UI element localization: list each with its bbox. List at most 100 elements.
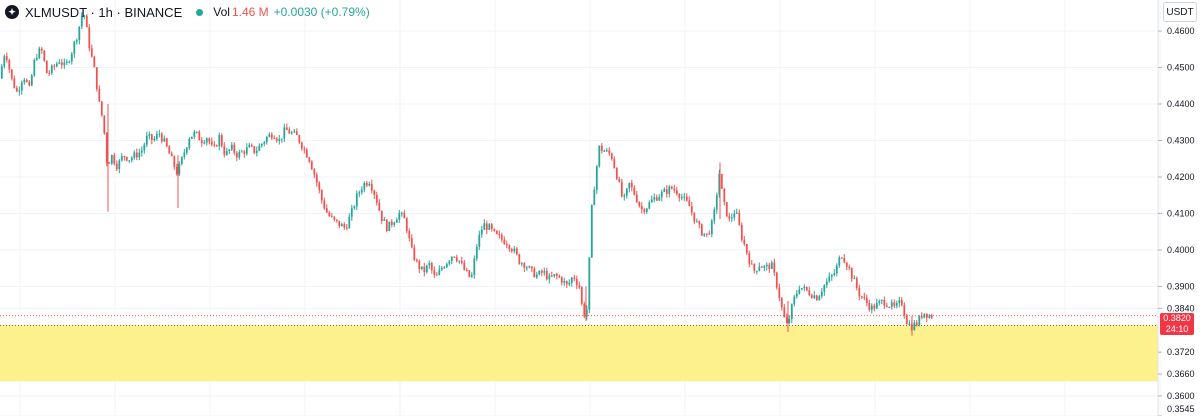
candle-up <box>595 166 598 190</box>
candle-down <box>930 315 933 318</box>
price-axis-label: 0.3660 <box>1167 369 1195 379</box>
candle-down <box>380 210 383 221</box>
candle-down <box>343 224 346 228</box>
candle-down <box>555 274 558 276</box>
candle-up <box>425 265 428 273</box>
candle-up <box>130 157 133 161</box>
candle-down <box>170 153 173 157</box>
candle-down <box>210 141 213 145</box>
candle-down <box>98 89 101 102</box>
candle-down <box>213 144 216 146</box>
candle-down <box>858 287 861 297</box>
candle-down <box>308 157 311 162</box>
candle-up <box>70 53 73 62</box>
candle-down <box>723 188 726 203</box>
candle-down <box>435 274 438 276</box>
candle-down <box>220 135 223 147</box>
candle-down <box>783 307 786 318</box>
candle-up <box>645 208 648 212</box>
candle-down <box>578 285 581 288</box>
candle-up <box>478 234 481 247</box>
candle-down <box>640 206 643 210</box>
candle-up <box>35 58 38 60</box>
candle-down <box>558 275 561 278</box>
candle-down <box>728 216 731 219</box>
candle-up <box>280 138 283 140</box>
candle-up <box>23 79 26 83</box>
currency-selector[interactable]: USDT <box>1163 2 1197 22</box>
candle-down <box>93 56 96 68</box>
candle-up <box>228 149 231 151</box>
candle-up <box>680 197 683 199</box>
candle-up <box>653 197 656 200</box>
candle-up <box>0 66 3 79</box>
candle-up <box>470 275 473 277</box>
candle-down <box>13 78 16 88</box>
price-axis-label: 0.4000 <box>1167 245 1195 255</box>
candle-down <box>505 244 508 246</box>
candle-down <box>805 286 808 291</box>
candle-down <box>385 219 388 232</box>
price-axis-label: 0.4100 <box>1167 208 1195 218</box>
candle-up <box>923 313 926 318</box>
candle-up <box>648 202 651 209</box>
candle-up <box>458 260 461 262</box>
candle-up <box>790 304 793 320</box>
candle-up <box>138 152 141 158</box>
candle-down <box>638 202 641 207</box>
candle-up <box>603 150 606 152</box>
candle-down <box>815 295 818 301</box>
candle-up <box>148 134 151 136</box>
candle-up <box>448 261 451 264</box>
candle-down <box>608 150 611 154</box>
price-axis-label: 0.3840 <box>1167 303 1195 313</box>
candle-down <box>365 182 368 186</box>
candle-up <box>348 216 351 229</box>
candle-up <box>153 138 156 141</box>
candle-down <box>725 202 728 217</box>
candle-up <box>568 282 571 285</box>
candle-up <box>875 302 878 309</box>
candle-down <box>533 268 536 278</box>
candle-down <box>295 131 298 136</box>
candle-down <box>318 182 321 191</box>
candle-down <box>105 133 108 163</box>
candle-up <box>535 274 538 278</box>
candle-up <box>895 303 898 306</box>
candle-down <box>855 278 858 288</box>
candle-up <box>178 163 181 175</box>
candle-up <box>363 182 366 190</box>
candle-up <box>443 267 446 269</box>
candle-up <box>735 212 738 214</box>
candle-down <box>893 302 896 306</box>
candle-down <box>95 67 98 90</box>
candle-up <box>710 220 713 235</box>
candle-up <box>800 288 803 290</box>
candle-up <box>715 195 718 210</box>
candle-down <box>160 133 163 142</box>
candle-down <box>200 140 203 144</box>
candle-up <box>543 270 546 273</box>
candle-down <box>540 270 543 273</box>
candle-up <box>290 132 293 134</box>
candle-up <box>80 15 83 27</box>
candle-down <box>215 145 218 147</box>
candle-up <box>340 224 343 227</box>
candle-up <box>878 301 881 303</box>
symbol-title[interactable]: XLMUSDT · 1h · BINANCE <box>25 4 183 20</box>
candle-down <box>845 262 848 267</box>
candle-up <box>245 147 248 154</box>
candle-down <box>615 167 618 179</box>
candle-up <box>733 213 736 218</box>
candle-down <box>310 161 313 170</box>
candle-up <box>193 131 196 137</box>
candle-down <box>575 279 578 286</box>
candle-down <box>865 297 868 304</box>
candle-up <box>825 281 828 286</box>
candle-down <box>485 223 488 230</box>
candle-up <box>585 309 588 317</box>
candle-down <box>848 266 851 269</box>
candle-down <box>780 298 783 308</box>
candle-down <box>40 48 43 51</box>
